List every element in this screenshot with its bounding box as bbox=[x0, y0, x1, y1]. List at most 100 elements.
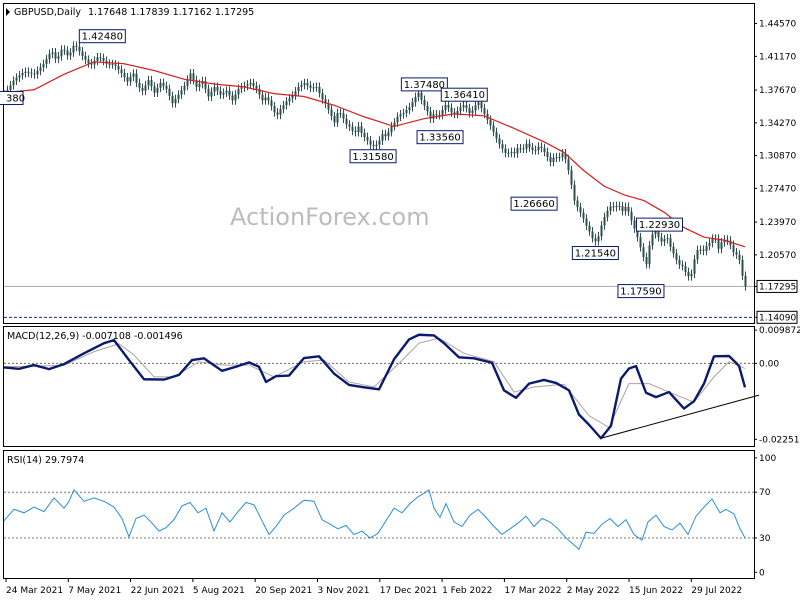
rsi-y-tick-label: 30 bbox=[759, 534, 771, 544]
price-bar-body bbox=[360, 126, 363, 133]
price-bar-body bbox=[738, 254, 741, 260]
price-y-tick-label: 1.23970 bbox=[759, 218, 796, 228]
price-bar-body bbox=[24, 71, 27, 74]
price-bar-body bbox=[186, 79, 189, 86]
price-bar-body bbox=[318, 86, 321, 94]
price-bar-body bbox=[399, 114, 402, 117]
macd-trendline bbox=[600, 394, 760, 439]
price-bar-body bbox=[507, 152, 510, 154]
x-axis-tick-label: 17 Dec 2021 bbox=[380, 586, 438, 596]
price-bar-body bbox=[741, 259, 744, 276]
x-axis-tick-label: 17 Mar 2022 bbox=[504, 586, 561, 596]
price-bar-body bbox=[60, 49, 63, 57]
price-bar-body bbox=[624, 206, 627, 212]
price-bar-body bbox=[156, 87, 159, 93]
price-bar-body bbox=[150, 80, 153, 87]
level-box bbox=[617, 284, 665, 299]
price-y-tick-label: 1.37670 bbox=[759, 86, 796, 96]
rsi-panel-frame bbox=[3, 450, 755, 579]
price-bar-body bbox=[378, 140, 381, 145]
price-bar-body bbox=[285, 101, 288, 106]
price-bar-body bbox=[51, 52, 54, 54]
price-bar-body bbox=[654, 231, 657, 235]
level-label: 1.36410 bbox=[444, 90, 485, 101]
price-bar-body bbox=[297, 86, 300, 92]
price-bar-body bbox=[579, 207, 582, 213]
price-bar-body bbox=[420, 92, 423, 100]
price-bar-body bbox=[588, 225, 591, 232]
rsi-y-tick-label: 0 bbox=[759, 568, 765, 578]
price-bar-body bbox=[240, 87, 243, 89]
price-bar-body bbox=[585, 218, 588, 226]
price-bar-body bbox=[735, 252, 738, 255]
price-bar-body bbox=[465, 105, 468, 109]
price-bar-body bbox=[480, 102, 483, 109]
price-bar-body bbox=[18, 75, 21, 78]
price-bar-body bbox=[522, 148, 525, 150]
current-price-label: 1.17295 bbox=[759, 282, 796, 292]
price-bar-body bbox=[594, 238, 597, 242]
price-bar-body bbox=[249, 83, 252, 85]
price-bar-body bbox=[324, 99, 327, 104]
price-bar-body bbox=[534, 150, 537, 152]
price-bar-body bbox=[27, 71, 30, 73]
edge-level-box bbox=[0, 90, 24, 105]
price-bar-body bbox=[222, 92, 225, 95]
level-box bbox=[349, 149, 397, 164]
level-label: 1.26660 bbox=[513, 199, 554, 210]
price-bar-body bbox=[12, 80, 15, 86]
price-bar-body bbox=[390, 126, 393, 133]
price-bar-body bbox=[408, 107, 411, 111]
price-bar-body bbox=[558, 156, 561, 158]
price-bar-body bbox=[162, 83, 165, 86]
price-bar-body bbox=[321, 93, 324, 100]
price-layer: 1.42480 1.31580 1.37480 1.33560 1.36410 1.266… bbox=[0, 29, 754, 318]
price-bar-body bbox=[633, 220, 636, 229]
price-bar-body bbox=[342, 113, 345, 119]
price-bar-body bbox=[54, 52, 57, 59]
price-bar-body bbox=[609, 206, 612, 211]
price-bar-body bbox=[600, 225, 603, 237]
price-bar-body bbox=[483, 108, 486, 114]
price-bar-body bbox=[300, 84, 303, 87]
price-bar-body bbox=[219, 90, 222, 95]
price-bar-body bbox=[216, 86, 219, 91]
price-y-tick-label: 1.41170 bbox=[759, 52, 796, 62]
price-bar-body bbox=[666, 238, 669, 240]
axis-layer: 1.44570 1.41170 1.37670 1.34270 1.30870 1.274… bbox=[5, 20, 800, 596]
price-bar-body bbox=[198, 83, 201, 87]
price-bar-body bbox=[657, 231, 660, 238]
price-bar-body bbox=[450, 107, 453, 113]
price-bar-body bbox=[147, 80, 150, 86]
price-bar-body bbox=[591, 231, 594, 239]
price-bar-body bbox=[345, 118, 348, 125]
price-bar-body bbox=[114, 64, 117, 66]
price-y-tick-label: 1.27470 bbox=[759, 184, 796, 194]
price-bar-body bbox=[564, 153, 567, 160]
rsi-layer bbox=[3, 488, 754, 551]
price-bar-body bbox=[348, 124, 351, 127]
price-bar-body bbox=[255, 85, 258, 89]
price-bar-body bbox=[597, 236, 600, 242]
price-bar-body bbox=[462, 105, 465, 108]
price-bar-body bbox=[165, 85, 168, 89]
price-bar-body bbox=[612, 206, 615, 208]
price-bar-body bbox=[195, 80, 198, 87]
price-bar-body bbox=[351, 126, 354, 131]
price-bar-body bbox=[471, 110, 474, 114]
price-bar-body bbox=[30, 72, 33, 74]
price-bar-body bbox=[384, 134, 387, 137]
symbol-label: GBPUSD,Daily bbox=[14, 7, 81, 18]
price-bar-body bbox=[45, 59, 48, 64]
price-bar-body bbox=[669, 238, 672, 247]
price-bar-body bbox=[510, 151, 513, 153]
sma-line bbox=[3, 61, 746, 248]
price-bar-body bbox=[438, 114, 441, 116]
price-bar-body bbox=[663, 239, 666, 242]
price-bar-body bbox=[468, 108, 471, 114]
price-bar-body bbox=[261, 94, 264, 101]
x-axis-tick-label: 20 Sep 2021 bbox=[255, 586, 312, 596]
price-bar-body bbox=[648, 245, 651, 265]
price-bar-body bbox=[213, 86, 216, 92]
